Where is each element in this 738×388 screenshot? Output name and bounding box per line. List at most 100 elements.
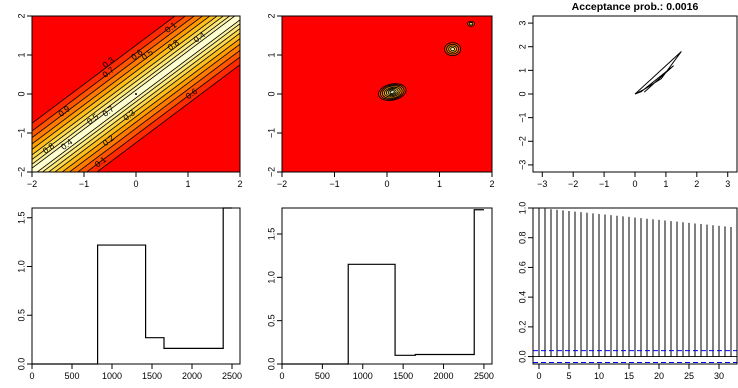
contour-line	[32, 16, 231, 165]
mode-contour	[468, 22, 474, 26]
x-tick-label: 25	[684, 371, 694, 381]
y-tick-label: 1.5	[266, 228, 276, 241]
x-tick-label: 0	[133, 179, 138, 189]
panel-axes-2: −2 −1 0 1 2 −2 −1 0 1 2	[266, 13, 494, 189]
y-tick-label: −2	[517, 136, 527, 146]
y-tick-label: 0	[16, 91, 26, 96]
y-tick-label: 1	[266, 52, 276, 57]
y-tick-label: 2	[266, 13, 276, 18]
panel-axes-1: −2 −1 0 1 2 −2 −1 0 1 2	[16, 13, 242, 189]
x-tick-label: 1000	[353, 371, 373, 381]
contour-line	[47, 27, 240, 172]
contour-line	[54, 32, 240, 172]
x-tick-label: 1	[663, 179, 668, 189]
x-tick-label: 2000	[182, 371, 202, 381]
plot-frame	[31, 207, 241, 365]
y-tick-label: 1.0	[517, 202, 527, 215]
contour-line	[32, 16, 225, 161]
x-tick-label: 2500	[222, 371, 242, 381]
x-tick-label: 0	[29, 371, 34, 381]
step-panel-1	[32, 207, 232, 365]
contour-line	[36, 19, 240, 172]
contour-line	[32, 16, 218, 156]
x-tick-label: 2500	[474, 371, 494, 381]
contour-line	[77, 49, 240, 172]
y-tick-label: 0.8	[517, 231, 527, 244]
y-tick-label: 0.4	[517, 291, 527, 304]
y-tick-label: 2	[16, 13, 26, 18]
chart-title: Acceptance prob.: 0.0016	[572, 1, 699, 13]
contour-line	[32, 16, 176, 124]
x-tick-label: 15	[624, 371, 634, 381]
x-tick-label: −2	[27, 179, 37, 189]
y-tick-label: −3	[517, 160, 527, 170]
mode-contour	[450, 47, 456, 52]
contour-line	[61, 38, 240, 172]
y-tick-label: −1	[517, 113, 527, 123]
y-tick-label: 3	[517, 21, 527, 26]
x-tick-label: 2	[237, 179, 242, 189]
center-point	[135, 93, 137, 95]
x-tick-label: 1000	[102, 371, 122, 381]
x-tick-label: −2	[277, 179, 287, 189]
acf-panel	[533, 208, 737, 364]
y-tick-label: 0.2	[517, 321, 527, 334]
plot-frame	[281, 207, 493, 365]
x-tick-label: 2	[694, 179, 699, 189]
x-tick-label: 1500	[142, 371, 162, 381]
x-tick-label: 20	[654, 371, 664, 381]
x-tick-label: 10	[594, 371, 604, 381]
x-tick-label: −1	[599, 179, 609, 189]
y-tick-label: −2	[16, 167, 26, 177]
x-tick-label: −1	[79, 179, 89, 189]
y-tick-label: 0.6	[517, 261, 527, 274]
contour-line	[32, 16, 204, 145]
plot-frame	[532, 207, 738, 365]
y-tick-label: 0.5	[266, 314, 276, 327]
y-tick-label: 0.0	[266, 358, 276, 371]
y-tick-label: −2	[266, 167, 276, 177]
y-tick-label: 1	[517, 68, 527, 73]
panel-axes-4: 0 500 1000 1500 2000 2500 0.0 0.5 1.0 1.5	[16, 207, 242, 381]
x-tick-label: 1	[185, 179, 190, 189]
y-tick-label: 2	[517, 44, 527, 49]
x-tick-label: 30	[714, 371, 724, 381]
x-tick-label: 1	[437, 179, 442, 189]
contour-panel-1: 0.10.30.60.50.80.40.70.90.60.70.8 0.40.50…	[32, 16, 240, 172]
panel-axes-5: 0 500 1000 1500 2000 2500 0.0 0.5 1.0 1.5	[266, 207, 494, 381]
x-tick-label: 2	[489, 179, 494, 189]
contour-line	[32, 16, 195, 139]
y-tick-label: −1	[16, 128, 26, 138]
trajectory-line	[634, 51, 682, 95]
y-tick-label: 1.0	[266, 271, 276, 284]
contour-lines	[32, 16, 240, 172]
contour-line	[68, 43, 240, 172]
contour-line	[85, 56, 240, 172]
x-tick-label: −1	[329, 179, 339, 189]
contour-line	[32, 16, 211, 150]
y-tick-label: 0.0	[517, 350, 527, 363]
mode-contour	[389, 90, 395, 94]
x-tick-label: 5	[566, 371, 571, 381]
x-tick-label: 0	[279, 371, 284, 381]
contour-line	[32, 16, 236, 169]
x-tick-label: −3	[537, 179, 547, 189]
step-line	[32, 207, 232, 365]
y-tick-label: 0	[517, 91, 527, 96]
panel-axes-6: 0 5 10 15 20 25 30 0.0 0.2 0.4 0.6 0.8 1.0	[517, 202, 738, 381]
trajectory-panel: Acceptance prob.: 0.0016	[572, 1, 699, 95]
contour-line	[96, 64, 240, 172]
x-tick-label: 3	[725, 179, 730, 189]
y-tick-label: 1.0	[16, 260, 26, 273]
step-line	[282, 209, 484, 365]
y-tick-label: −1	[266, 128, 276, 138]
x-tick-label: 1500	[393, 371, 413, 381]
y-tick-label: 0	[266, 91, 276, 96]
panel-axes-3: −3 −2 −1 0 1 2 3 −3 −2 −1 0 1 2 3	[517, 15, 738, 189]
x-tick-label: 2000	[434, 371, 454, 381]
contour-line	[41, 23, 240, 172]
step-panel-2	[282, 209, 484, 365]
x-tick-label: 0	[384, 179, 389, 189]
x-tick-label: 0	[632, 179, 637, 189]
x-tick-label: 500	[64, 371, 79, 381]
